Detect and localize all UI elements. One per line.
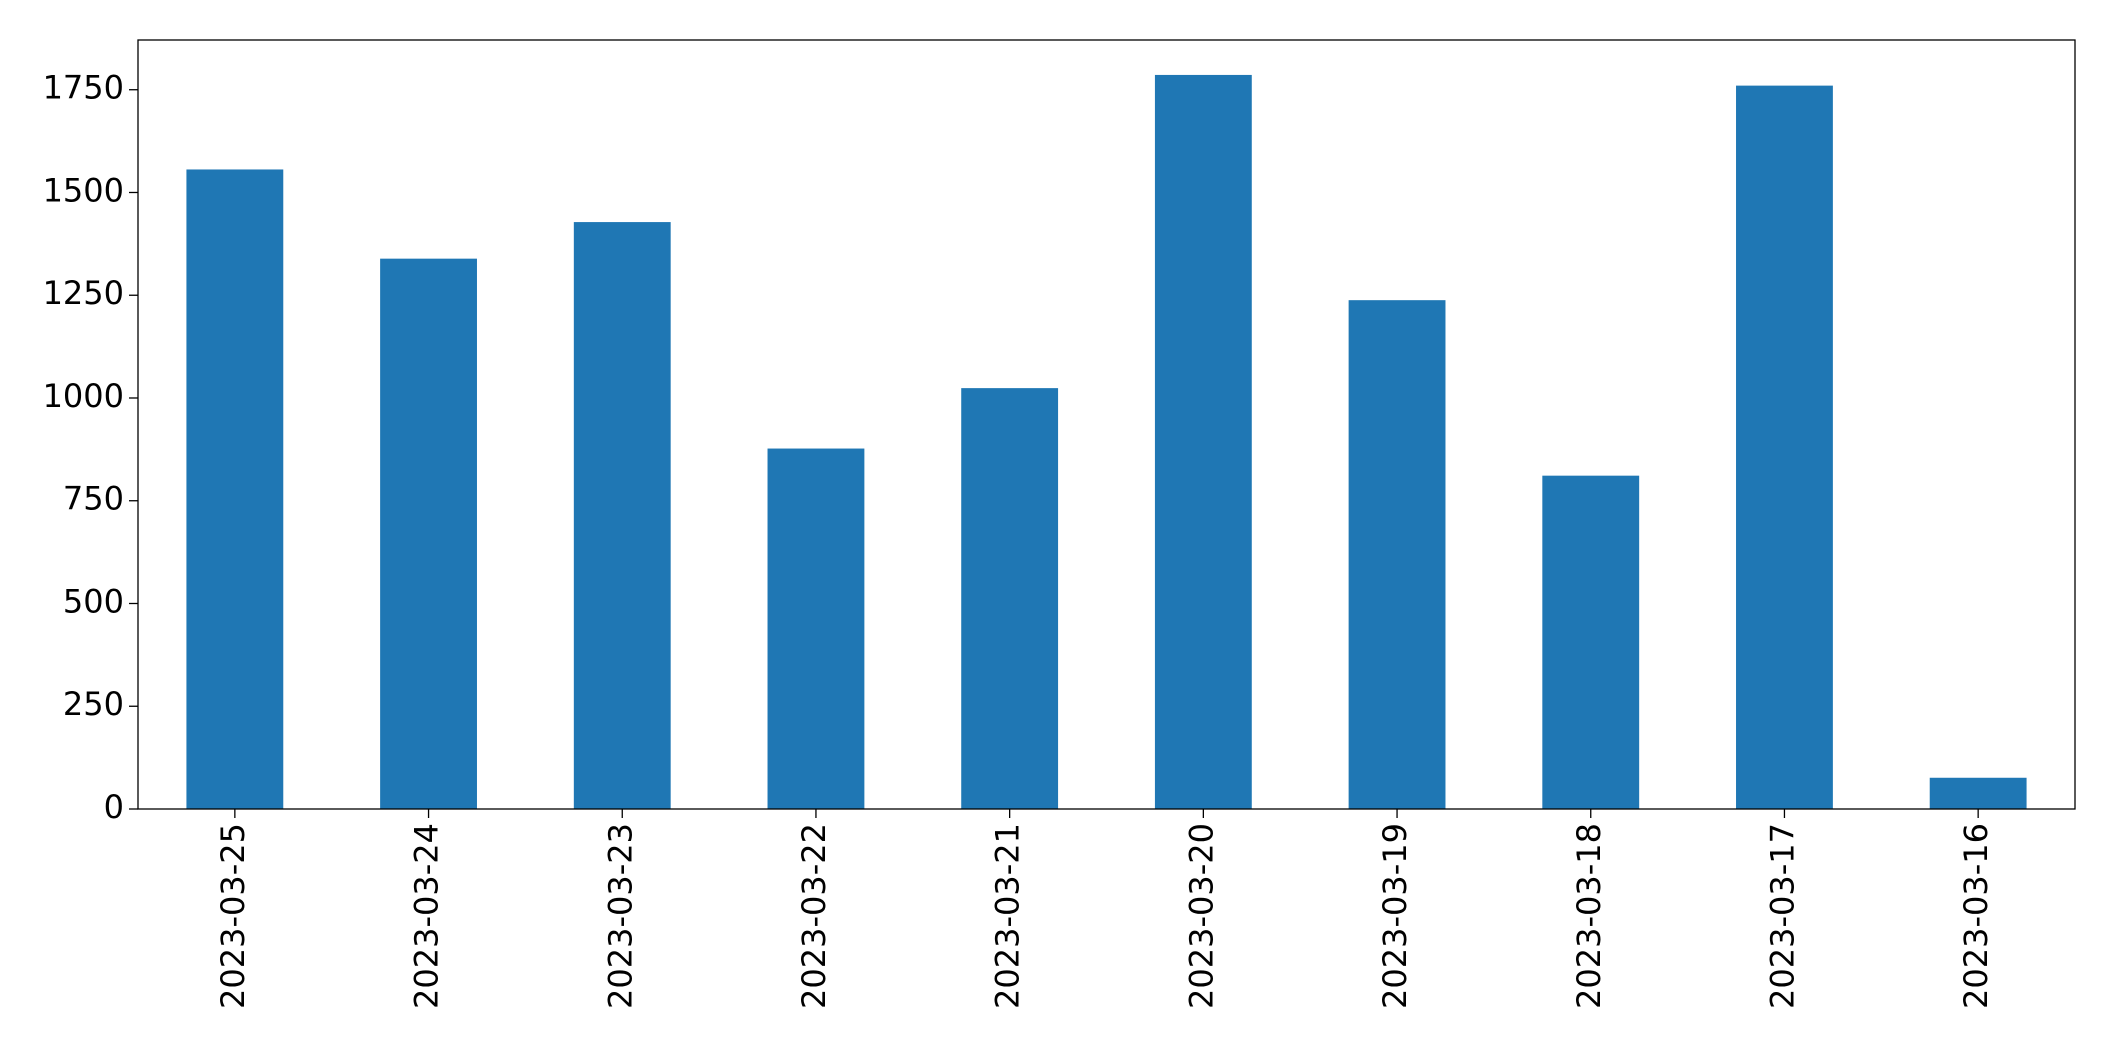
x-tick-label: 2023-03-16 xyxy=(1957,823,1995,1009)
x-tick-label: 2023-03-20 xyxy=(1182,823,1220,1009)
bar xyxy=(1348,300,1446,809)
bar xyxy=(573,222,671,809)
y-tick-label: 1000 xyxy=(43,377,124,415)
x-tick-label: 2023-03-23 xyxy=(601,823,639,1009)
bar xyxy=(767,448,865,809)
x-tick-label: 2023-03-17 xyxy=(1763,823,1801,1009)
bar xyxy=(1736,85,1833,809)
x-tick-label: 2023-03-25 xyxy=(214,823,252,1009)
bar xyxy=(1154,74,1252,810)
bar xyxy=(961,388,1059,809)
bar xyxy=(1542,475,1640,809)
x-tick-label: 2023-03-22 xyxy=(795,823,833,1009)
x-tick-label: 2023-03-24 xyxy=(408,823,446,1009)
x-tick-label: 2023-03-19 xyxy=(1376,823,1414,1009)
y-tick-label: 750 xyxy=(63,480,124,518)
plot-frame xyxy=(137,39,2076,810)
x-tick-label: 2023-03-18 xyxy=(1570,823,1608,1009)
y-tick-label: 250 xyxy=(63,685,124,723)
y-tick-label: 0 xyxy=(104,788,124,826)
bar xyxy=(1929,777,2027,809)
y-tick-label: 1750 xyxy=(43,69,124,107)
bar xyxy=(186,169,284,809)
y-tick-label: 500 xyxy=(63,582,124,620)
x-tick-label: 2023-03-21 xyxy=(989,823,1027,1009)
y-tick-label: 1500 xyxy=(43,171,124,209)
y-tick-label: 1250 xyxy=(43,274,124,312)
bar xyxy=(380,258,477,809)
